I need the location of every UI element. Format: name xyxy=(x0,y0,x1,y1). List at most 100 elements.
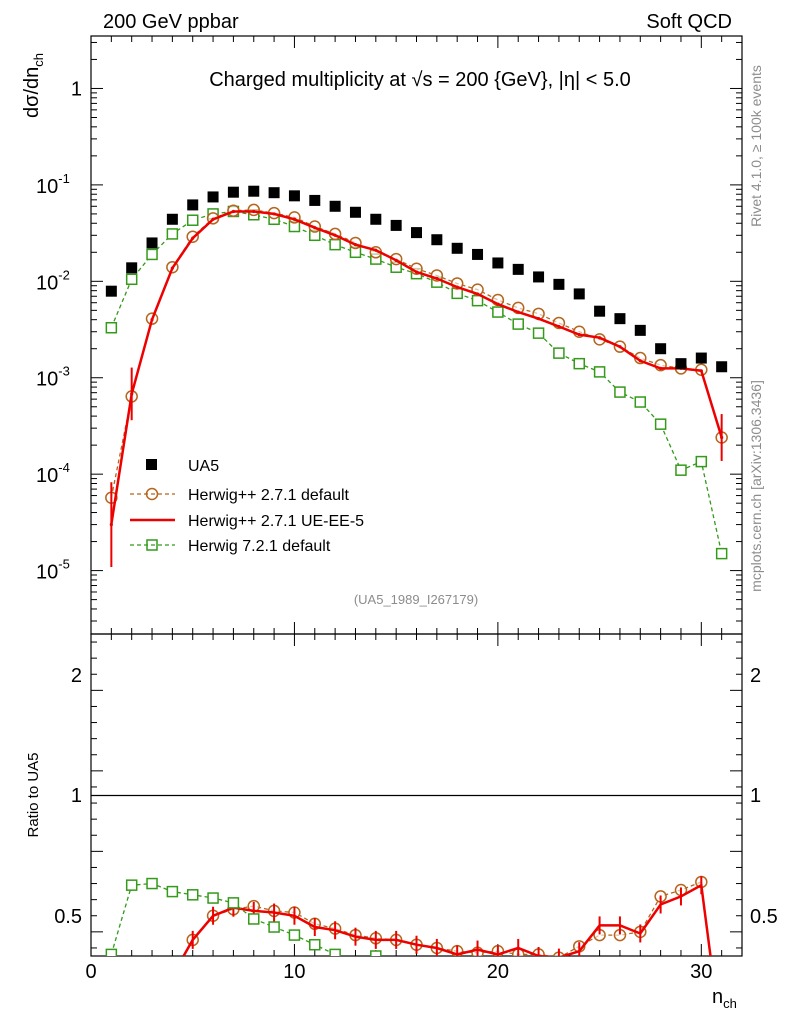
marker-h271ue xyxy=(150,318,154,322)
marker-h271ue xyxy=(557,324,561,329)
marker-ua5 xyxy=(655,343,667,355)
marker-h271ue xyxy=(516,310,520,314)
ratio-marker-h721 xyxy=(329,948,341,956)
marker-h721 xyxy=(471,294,484,307)
ratio-tick-right-1: 1 xyxy=(750,785,761,807)
y-tick-label: 10-5 xyxy=(36,557,70,584)
legend-label-h271ue: Herwig++ 2.7.1 UE-EE-5 xyxy=(188,513,364,530)
marker-ua5 xyxy=(187,199,199,211)
marker-ua5 xyxy=(614,313,626,325)
marker-h271ue xyxy=(292,217,297,221)
marker-ua5 xyxy=(166,213,178,225)
rivet-label: Rivet 4.1.0, ≥ 100k events xyxy=(748,65,764,227)
marker-ua5 xyxy=(390,219,402,231)
series-line-h271ue xyxy=(110,210,723,525)
marker-h271ue xyxy=(659,366,663,370)
analysis-id: (UA5_1989_I267179) xyxy=(354,592,478,607)
ratio-tick-1: 1 xyxy=(71,785,82,807)
marker-h721 xyxy=(634,396,647,408)
marker-ua5 xyxy=(634,324,646,336)
marker-h271ue xyxy=(577,333,581,337)
legend-label-h271d: Herwig++ 2.7.1 default xyxy=(188,487,350,504)
marker-ua5 xyxy=(512,263,524,275)
marker-h721 xyxy=(125,273,138,286)
marker-h721 xyxy=(146,248,158,261)
ratio-marker-h721 xyxy=(227,897,240,909)
legend-marker-h271d xyxy=(145,487,159,501)
ratio-axis-title: Ratio to UA5 xyxy=(25,752,42,837)
marker-h271ue xyxy=(374,248,378,252)
marker-h721 xyxy=(186,214,199,226)
ratio-tick-right-0.5: 0.5 xyxy=(750,906,778,928)
marker-ua5 xyxy=(472,248,484,260)
ratio-line-h271ue xyxy=(182,883,712,956)
marker-ua5 xyxy=(492,257,504,269)
marker-ua5 xyxy=(716,361,728,373)
header-right: Soft QCD xyxy=(646,11,732,33)
ratio-marker-h721 xyxy=(125,879,138,891)
legend-marker-h721 xyxy=(146,539,158,551)
x-tick-label-20: 20 xyxy=(487,961,509,983)
marker-h271ue xyxy=(496,302,500,306)
marker-h271ue xyxy=(231,209,236,214)
mcplots-label: mcplots.cern.ch [arXiv:1306.3436] xyxy=(748,380,764,592)
ratio-marker-h721 xyxy=(370,950,382,956)
marker-h271ue xyxy=(597,336,602,340)
ratio-marker-h721 xyxy=(105,948,118,956)
marker-h271ue xyxy=(353,243,358,247)
ratio-line-h271d xyxy=(192,881,702,956)
marker-ua5 xyxy=(227,186,239,198)
y-tick-label: 10-4 xyxy=(36,460,70,487)
marker-ua5 xyxy=(207,191,219,203)
x-tick-label-0: 0 xyxy=(85,961,96,983)
y-tick-label: 10-2 xyxy=(36,267,70,294)
marker-h271ue xyxy=(638,359,642,363)
marker-h721 xyxy=(553,347,565,359)
marker-h271ue xyxy=(699,369,703,373)
x-tick-label-30: 30 xyxy=(690,961,712,983)
marker-ua5 xyxy=(329,200,341,212)
marker-ua5 xyxy=(451,242,463,254)
svg-text:nch: nch xyxy=(712,986,737,1011)
legend-marker-ua5 xyxy=(146,459,157,470)
marker-h271ue xyxy=(333,233,337,237)
legend: UA5 Herwig++ 2.7.1 default Herwig++ 2.7.… xyxy=(130,458,364,555)
marker-h271ue xyxy=(272,212,276,216)
ratio-marker-h721 xyxy=(309,938,321,951)
marker-h271ue xyxy=(313,226,317,230)
ratio-tick-0.5: 0.5 xyxy=(54,906,82,928)
marker-ua5 xyxy=(309,194,321,206)
chart-title: Charged multiplicity at √s = 200 {GeV}, … xyxy=(209,69,631,91)
svg-text:dσ/dnch: dσ/dnch xyxy=(21,53,46,118)
marker-ua5 xyxy=(146,237,158,249)
y-tick-label: 10-3 xyxy=(36,364,70,391)
marker-ua5 xyxy=(126,262,138,274)
marker-ua5 xyxy=(553,278,565,290)
marker-h271ue xyxy=(170,266,174,270)
x-axis-title: nch xyxy=(712,986,737,1011)
ratio-marker-h721 xyxy=(146,877,158,890)
ratio-tick-2: 2 xyxy=(71,665,82,687)
marker-h271ue xyxy=(435,276,439,281)
marker-h721 xyxy=(675,464,687,476)
marker-ua5 xyxy=(533,271,545,283)
marker-ua5 xyxy=(431,234,443,246)
marker-ua5 xyxy=(370,213,382,225)
marker-h721 xyxy=(105,321,118,334)
marker-ua5 xyxy=(349,206,361,218)
header-left: 200 GeV ppbar xyxy=(103,11,239,33)
marker-h721 xyxy=(654,418,667,430)
ratio-marker-h721 xyxy=(268,921,280,933)
legend-label-h721: Herwig 7.2.1 default xyxy=(188,538,331,555)
marker-h721 xyxy=(492,306,504,318)
marker-ua5 xyxy=(573,288,585,300)
marker-h721 xyxy=(166,228,179,240)
ratio-tick-right-2: 2 xyxy=(750,665,761,687)
marker-h271ue xyxy=(252,209,256,214)
ratio-marker-h721 xyxy=(288,929,301,941)
marker-h721 xyxy=(593,366,606,378)
x-tick-label-10: 10 xyxy=(283,961,305,983)
marker-h271ue xyxy=(618,345,622,349)
marker-h271ue xyxy=(536,317,541,321)
